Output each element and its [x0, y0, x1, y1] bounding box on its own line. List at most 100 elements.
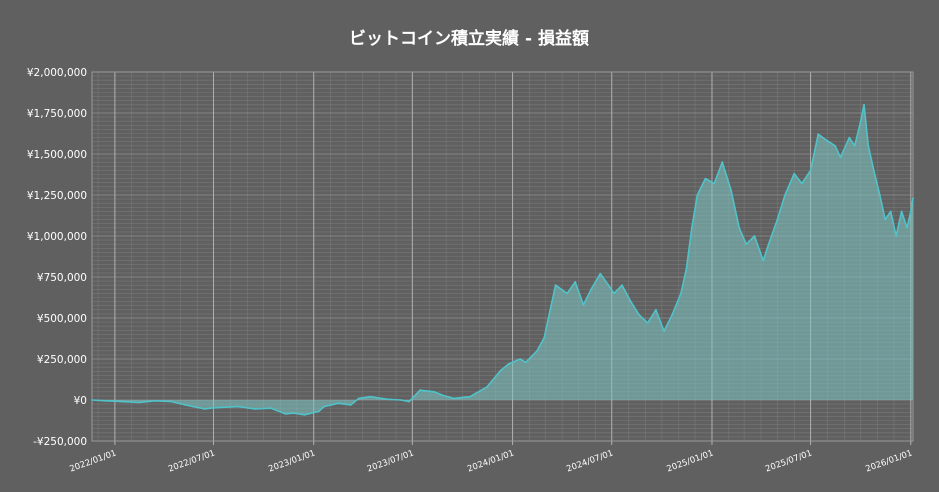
data-point [419, 389, 421, 392]
data-point [284, 413, 287, 415]
data-point [906, 226, 908, 229]
y-tick-label: ¥1,250,000 [27, 190, 87, 202]
y-tick-label: ¥250,000 [37, 354, 87, 366]
data-point [192, 405, 195, 408]
data-point [184, 404, 187, 406]
data-point [441, 394, 444, 396]
data-point [884, 218, 887, 221]
data-point [730, 189, 732, 192]
data-point [704, 177, 707, 180]
data-point [680, 292, 682, 295]
data-point [629, 300, 632, 303]
data-point [270, 407, 273, 410]
data-point [452, 397, 455, 400]
data-point [607, 284, 610, 287]
data-point [859, 120, 862, 123]
data-point [323, 405, 325, 408]
data-point [400, 399, 402, 401]
chart-title: ビットコイン積立実績 - 損益額 [349, 28, 589, 49]
data-point [337, 402, 340, 405]
data-point [809, 169, 812, 172]
data-point [872, 169, 875, 172]
data-point [524, 361, 527, 364]
data-point [104, 399, 107, 402]
data-point [385, 398, 388, 401]
data-point [745, 243, 748, 246]
data-point [292, 412, 295, 414]
data-point [519, 358, 522, 360]
data-point [762, 259, 765, 262]
data-point [900, 210, 903, 213]
data-point [826, 140, 829, 142]
data-point [582, 304, 585, 306]
data-point [408, 400, 410, 403]
data-point [912, 197, 914, 200]
data-point [909, 210, 912, 213]
y-tick-label: -¥250,000 [33, 436, 87, 448]
data-point [767, 243, 770, 246]
data-point [801, 182, 803, 185]
y-tick-label: ¥0 [74, 395, 87, 407]
data-point [209, 407, 212, 410]
data-point [486, 386, 488, 388]
data-point [738, 226, 741, 229]
data-point [853, 144, 856, 147]
data-point [317, 410, 320, 413]
data-point [433, 390, 435, 393]
data-point [469, 395, 471, 398]
series-area-fill [92, 104, 913, 415]
data-point [690, 226, 693, 229]
data-point [753, 235, 756, 237]
data-point [237, 405, 239, 408]
data-point [203, 408, 206, 410]
data-point [536, 349, 538, 352]
data-point [834, 144, 836, 147]
data-point [895, 235, 897, 237]
y-tick-label: ¥1,000,000 [27, 231, 87, 243]
data-point [566, 292, 568, 295]
data-point [121, 400, 124, 403]
data-point [590, 287, 593, 290]
data-point [499, 369, 502, 372]
data-point [507, 363, 510, 365]
data-point [646, 322, 649, 324]
data-point [671, 313, 674, 316]
data-point [867, 144, 870, 147]
data-point [663, 330, 665, 332]
data-point [713, 182, 716, 185]
data-point [170, 400, 173, 403]
plot-area [91, 103, 914, 416]
data-point [685, 267, 688, 270]
data-point [793, 172, 796, 175]
data-point [369, 395, 372, 398]
data-point [817, 133, 820, 136]
data-point [776, 218, 779, 221]
data-point [655, 308, 657, 311]
data-point [638, 313, 640, 316]
data-point [621, 284, 623, 287]
data-point [220, 406, 223, 409]
y-tick-label: ¥1,500,000 [27, 149, 87, 161]
data-point [543, 336, 546, 339]
data-point [696, 194, 699, 196]
y-tick-label: ¥500,000 [37, 313, 87, 325]
data-point [613, 292, 615, 295]
data-point [721, 161, 724, 164]
y-axis: -¥250,000 ¥0 ¥250,000 ¥500,000 ¥750,000 ¥1,00… [27, 67, 87, 448]
data-point [599, 272, 602, 275]
data-point [153, 399, 156, 402]
data-point [889, 210, 892, 213]
data-point [91, 399, 93, 401]
data-point [848, 136, 851, 139]
data-point [349, 404, 352, 406]
y-tick-label: ¥1,750,000 [27, 108, 87, 120]
data-point [784, 194, 786, 196]
data-point [878, 194, 881, 196]
data-point [863, 103, 865, 106]
data-point [358, 397, 360, 400]
data-point [549, 308, 552, 311]
data-point [474, 392, 477, 395]
data-point [574, 281, 577, 283]
data-point [303, 413, 306, 416]
